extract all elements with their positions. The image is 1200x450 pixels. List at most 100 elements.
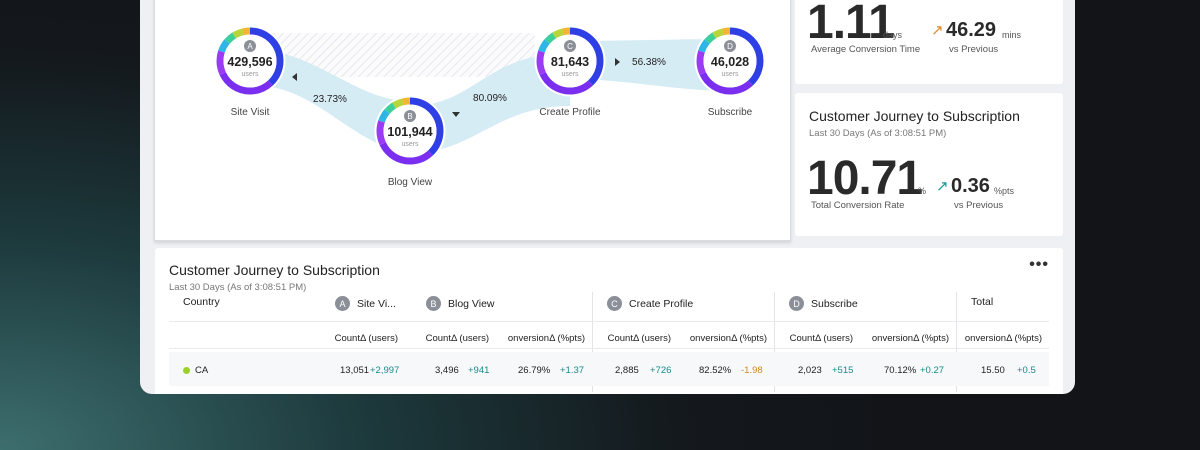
total-conversion-rate-label: Total Conversion Rate — [811, 200, 905, 211]
step-badge-a: A — [335, 296, 350, 311]
node-letter: D — [727, 42, 733, 51]
funnel-node-a[interactable]: A 429,596 users Site Visit — [214, 25, 286, 119]
donut-segment — [536, 27, 604, 95]
column-header-site-visit[interactable]: A Site Vi... — [335, 296, 425, 311]
dropoff-band — [250, 33, 535, 77]
avg-conversion-time-value: 1.11 — [807, 0, 895, 49]
total-conversion-rate-delta: 0.36 — [951, 175, 990, 197]
flow-b-to-c — [410, 53, 570, 153]
node-value: 46,028 — [711, 55, 749, 69]
step-badge-d: D — [789, 296, 804, 311]
subheader-a-count[interactable]: CountΔ (users) — [334, 333, 398, 344]
subheader-c-conversion[interactable]: onversionΔ (%pts) — [689, 333, 767, 344]
column-header-country[interactable]: Country — [183, 296, 220, 308]
subheader-divider — [169, 348, 1049, 349]
flow-marker-a — [292, 73, 297, 81]
donut-hole — [223, 34, 277, 88]
donut-segment — [536, 27, 604, 95]
cell-c-conversion: 82.52% — [699, 365, 732, 376]
cell-c-delta: +726 — [650, 365, 672, 376]
column-divider — [956, 292, 957, 392]
conversion-card-subtitle: Last 30 Days (As of 3:08:51 PM) — [809, 128, 947, 139]
avg-conversion-time-delta-label: vs Previous — [949, 44, 999, 55]
total-conversion-rate-delta-unit: %pts — [994, 186, 1015, 196]
cell-c-count: 2,885 — [615, 365, 639, 376]
table-title: Customer Journey to Subscription — [169, 262, 380, 278]
node-letter-badge — [564, 40, 576, 52]
column-header-site-visit-label: Site Vi... — [357, 297, 396, 310]
node-label: Create Profile — [539, 107, 601, 118]
node-letter-badge — [724, 40, 736, 52]
subheader-b-count[interactable]: CountΔ (users) — [425, 333, 489, 344]
donut-segment — [376, 97, 444, 165]
donut-segment — [536, 27, 604, 95]
journey-flow-card: A 429,596 users Site Visit B 101,944 users Blog… — [154, 0, 791, 241]
column-header-blog-view-label: Blog View — [448, 297, 495, 310]
flow-a-to-b — [250, 49, 410, 151]
flow-marker-c — [615, 58, 620, 66]
node-letter-badge — [404, 110, 416, 122]
cell-b-count: 3,496 — [435, 365, 459, 376]
cell-d-conversion-delta: +0.27 — [920, 365, 945, 376]
total-conversion-rate-unit: % — [918, 186, 927, 196]
cell-a-delta: +2,997 — [370, 365, 400, 376]
subheader-total-conversion[interactable]: onversionΔ (%pts) — [964, 333, 1042, 344]
node-label: Subscribe — [708, 107, 753, 118]
donut-segment — [376, 97, 444, 165]
flow-marker-b — [452, 112, 460, 117]
trend-up-icon: ↗ — [931, 22, 944, 39]
column-header-subscribe[interactable]: D Subscribe — [789, 296, 858, 311]
subheader-d-conversion[interactable]: onversionΔ (%pts) — [871, 333, 949, 344]
total-conversion-rate-card: Customer Journey to Subscription Last 30… — [795, 93, 1063, 236]
more-options-icon[interactable]: ••• — [1029, 256, 1049, 273]
node-letter: A — [247, 42, 253, 51]
donut-segment — [696, 27, 764, 95]
donut-segment — [696, 27, 764, 95]
step-badge-b: B — [426, 296, 441, 311]
avg-conversion-time-label: Average Conversion Time — [811, 44, 921, 55]
donut-segment — [696, 27, 764, 95]
cell-d-count: 2,023 — [798, 365, 822, 376]
funnel-node-b[interactable]: B 101,944 users Blog View — [374, 95, 446, 189]
country-cell: CA — [183, 365, 208, 376]
donut-segment — [376, 97, 444, 165]
cell-a-count: 13,051 — [340, 365, 370, 376]
donut-segment — [216, 27, 284, 95]
node-value: 429,596 — [227, 55, 272, 69]
node-letter: B — [407, 112, 412, 121]
column-divider — [592, 292, 593, 392]
table-subtitle: Last 30 Days (As of 3:08:51 PM) — [169, 282, 307, 293]
table-row[interactable] — [169, 352, 1049, 386]
avg-conversion-time-delta-unit: mins — [1002, 30, 1022, 40]
node-letter-badge — [244, 40, 256, 52]
funnel-node-c[interactable]: C 81,643 users Create Profile — [534, 25, 606, 119]
node-label: Blog View — [388, 177, 433, 188]
donut-hole — [383, 104, 437, 158]
subheader-d-count[interactable]: CountΔ (users) — [789, 333, 853, 344]
cell-b-conversion-delta: +1.37 — [560, 365, 585, 376]
cell-c-conversion-delta: -1.98 — [741, 365, 763, 376]
subheader-c-count[interactable]: CountΔ (users) — [607, 333, 671, 344]
column-header-subscribe-label: Subscribe — [811, 297, 858, 310]
avg-conversion-time-delta: 46.29 — [946, 19, 997, 41]
journey-table-card: Customer Journey to Subscription Last 30… — [155, 248, 1063, 394]
total-conversion-rate-value: 10.71 — [807, 152, 923, 205]
column-header-create-profile-label: Create Profile — [629, 297, 694, 310]
avg-conversion-time-unit: days — [883, 30, 903, 40]
donut-hole — [543, 34, 597, 88]
column-header-create-profile[interactable]: C Create Profile — [607, 296, 693, 311]
column-header-total[interactable]: Total — [971, 296, 994, 308]
node-unit: users — [241, 71, 259, 78]
column-divider — [774, 292, 775, 392]
flow-c-to-d — [570, 39, 730, 91]
header-divider — [169, 321, 1049, 322]
subheader-b-conversion[interactable]: onversionΔ (%pts) — [507, 333, 585, 344]
node-unit: users — [561, 71, 579, 78]
donut-segment — [216, 27, 284, 95]
journey-flow-diagram: A 429,596 users Site Visit B 101,944 users Blog… — [214, 25, 766, 189]
dashboard-frame: A 429,596 users Site Visit B 101,944 users Blog… — [140, 0, 1075, 394]
conversion-card-title: Customer Journey to Subscription — [809, 108, 1020, 124]
column-header-blog-view[interactable]: B Blog View — [426, 296, 495, 311]
funnel-node-d[interactable]: D 46,028 users Subscribe — [694, 25, 766, 119]
rate-b-to-c: 80.09% — [473, 93, 507, 104]
